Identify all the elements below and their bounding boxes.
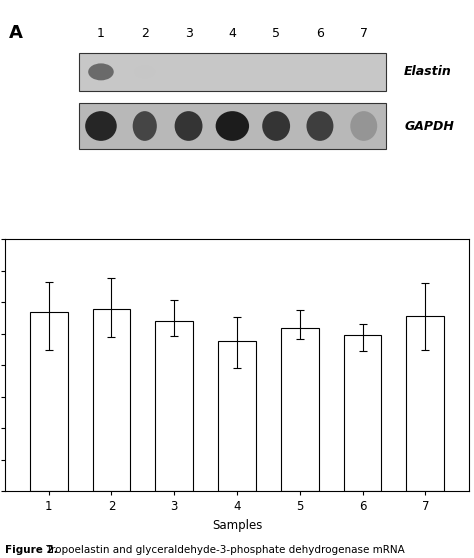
Ellipse shape (88, 64, 114, 80)
Bar (281, 328, 319, 491)
Ellipse shape (350, 111, 377, 141)
Text: GAPDH: GAPDH (404, 119, 454, 132)
X-axis label: Samples: Samples (212, 518, 262, 532)
Text: 5: 5 (272, 27, 280, 40)
Text: 6: 6 (316, 27, 324, 40)
Bar (155, 321, 193, 491)
Text: 4: 4 (228, 27, 237, 40)
Text: 1: 1 (97, 27, 105, 40)
Ellipse shape (262, 111, 290, 141)
Bar (218, 341, 256, 491)
Text: Elastin: Elastin (404, 65, 452, 78)
Ellipse shape (307, 111, 333, 141)
Ellipse shape (134, 65, 155, 78)
Text: Figure 2.: Figure 2. (5, 545, 57, 555)
Bar (30, 312, 67, 491)
Bar (92, 309, 130, 491)
Bar (344, 335, 382, 491)
Ellipse shape (85, 111, 117, 141)
Text: 7: 7 (360, 27, 368, 40)
Ellipse shape (174, 111, 202, 141)
Text: 2: 2 (141, 27, 149, 40)
Bar (79, 53, 386, 91)
Bar (407, 316, 444, 491)
Ellipse shape (216, 111, 249, 141)
Ellipse shape (133, 111, 157, 141)
Text: 3: 3 (184, 27, 192, 40)
Text: Tropoelastin and glyceraldehyde-3-phosphate dehydrogenase mRNA: Tropoelastin and glyceraldehyde-3-phosph… (43, 545, 404, 555)
Bar (79, 103, 386, 149)
Text: A: A (9, 24, 23, 42)
